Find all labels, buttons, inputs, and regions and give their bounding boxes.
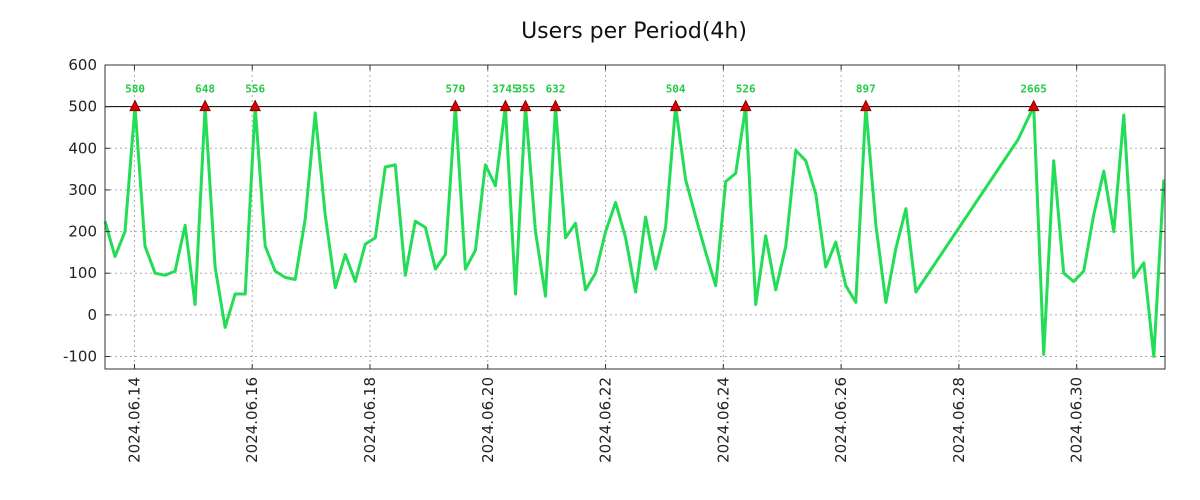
y-tick-label: 300	[68, 181, 97, 199]
peak-marker	[249, 99, 261, 112]
x-axis: 2024.06.14 2024.06.16 2024.06.18 2024.06.20…	[125, 65, 1086, 463]
peak-marker	[1027, 99, 1040, 112]
peak-marker	[739, 99, 752, 112]
x-tick-label: 2024.06.14	[125, 377, 143, 463]
peak-label: 355	[516, 83, 536, 96]
y-tick-label: 100	[68, 264, 97, 282]
peak-label: 556	[245, 83, 265, 96]
peak-label: 632	[546, 83, 566, 96]
y-tick-label: -100	[63, 348, 97, 366]
peak-marker	[499, 99, 512, 112]
x-tick-label: 2024.06.20	[479, 377, 497, 463]
y-axis: 600 500 400 300 200 100 0 -100	[63, 56, 1165, 366]
x-tick-label: 2024.06.16	[243, 377, 261, 463]
peak-marker	[669, 99, 682, 112]
y-tick-label: 400	[68, 139, 97, 157]
x-tick-label: 2024.06.28	[950, 377, 968, 463]
peak-label: 526	[736, 83, 756, 96]
peak-label: 648	[195, 83, 215, 96]
peak-marker	[519, 99, 532, 112]
peak-label: 2665	[1020, 83, 1047, 96]
chart-title: Users per Period(4h)	[521, 19, 747, 44]
peak-label: 580	[125, 83, 145, 96]
series-group	[103, 105, 1166, 358]
x-tick-label: 2024.06.26	[832, 377, 850, 463]
peak-label: 897	[856, 83, 876, 96]
x-tick-label: 2024.06.22	[597, 377, 615, 463]
y-tick-label: 200	[68, 223, 97, 241]
peak-label: 3745	[492, 83, 519, 96]
x-tick-label: 2024.06.18	[361, 377, 379, 463]
peak-label: 570	[445, 83, 465, 96]
peak-marker	[860, 99, 872, 112]
plot-frame	[104, 64, 1166, 370]
peak-marker	[199, 99, 211, 112]
y-tick-label: 0	[87, 306, 97, 324]
y-tick-label: 600	[68, 56, 97, 74]
peak-marker	[129, 99, 141, 112]
peak-marker	[549, 99, 562, 112]
series-line-users	[103, 105, 1166, 358]
y-tick-label: 500	[68, 98, 97, 116]
peak-marker	[449, 99, 462, 112]
x-tick-label: 2024.06.30	[1068, 377, 1086, 463]
x-tick-label: 2024.06.24	[714, 377, 732, 463]
peak-label: 504	[666, 83, 686, 96]
